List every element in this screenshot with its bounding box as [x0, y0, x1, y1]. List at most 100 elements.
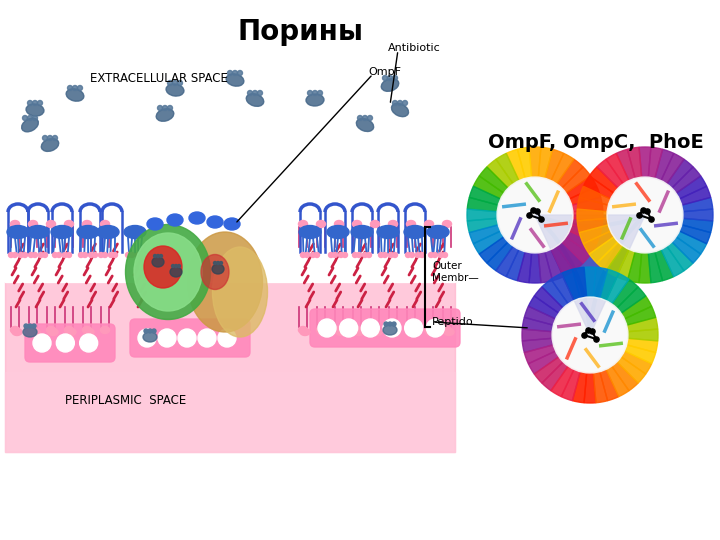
- Wedge shape: [542, 362, 568, 391]
- Wedge shape: [680, 186, 711, 205]
- Ellipse shape: [27, 226, 49, 239]
- Wedge shape: [683, 209, 713, 221]
- Text: EXTRACELLULAR SPACE: EXTRACELLULAR SPACE: [90, 72, 228, 85]
- Wedge shape: [518, 147, 531, 178]
- Wedge shape: [616, 150, 635, 180]
- Ellipse shape: [65, 327, 73, 334]
- Ellipse shape: [371, 220, 379, 227]
- Ellipse shape: [124, 226, 146, 239]
- Ellipse shape: [153, 254, 156, 258]
- Wedge shape: [682, 198, 713, 212]
- Ellipse shape: [77, 226, 99, 239]
- Wedge shape: [661, 246, 684, 276]
- Wedge shape: [648, 147, 662, 178]
- Ellipse shape: [134, 233, 202, 311]
- Wedge shape: [628, 329, 658, 341]
- Circle shape: [340, 319, 358, 337]
- Ellipse shape: [405, 253, 410, 258]
- Ellipse shape: [338, 253, 343, 258]
- Wedge shape: [584, 267, 596, 297]
- Wedge shape: [572, 267, 587, 298]
- Ellipse shape: [318, 91, 323, 96]
- Wedge shape: [573, 209, 603, 221]
- Wedge shape: [534, 357, 563, 383]
- Ellipse shape: [224, 218, 240, 230]
- Wedge shape: [606, 246, 629, 276]
- Ellipse shape: [160, 254, 163, 258]
- Ellipse shape: [392, 103, 408, 117]
- Circle shape: [383, 319, 401, 337]
- Ellipse shape: [42, 136, 48, 140]
- Circle shape: [607, 177, 683, 253]
- Wedge shape: [606, 366, 629, 396]
- Ellipse shape: [12, 253, 17, 258]
- Point: [634, 211, 645, 219]
- Ellipse shape: [32, 253, 37, 258]
- Wedge shape: [528, 351, 559, 374]
- Ellipse shape: [217, 261, 220, 265]
- Ellipse shape: [443, 327, 451, 334]
- Ellipse shape: [63, 253, 68, 258]
- Wedge shape: [583, 176, 614, 199]
- Wedge shape: [496, 246, 519, 276]
- Wedge shape: [487, 159, 513, 188]
- Ellipse shape: [135, 253, 140, 258]
- Ellipse shape: [392, 253, 397, 258]
- Ellipse shape: [102, 253, 107, 258]
- Ellipse shape: [178, 265, 181, 267]
- Ellipse shape: [299, 220, 307, 227]
- Circle shape: [497, 177, 573, 253]
- Wedge shape: [639, 147, 651, 177]
- Ellipse shape: [212, 247, 268, 337]
- Ellipse shape: [51, 226, 73, 239]
- Wedge shape: [597, 159, 624, 188]
- Ellipse shape: [212, 264, 224, 274]
- Ellipse shape: [19, 253, 24, 258]
- Circle shape: [80, 334, 98, 352]
- Ellipse shape: [389, 253, 394, 258]
- Wedge shape: [557, 242, 583, 271]
- Wedge shape: [551, 153, 574, 184]
- Ellipse shape: [42, 253, 48, 258]
- Ellipse shape: [299, 327, 307, 334]
- Ellipse shape: [377, 226, 399, 239]
- Ellipse shape: [53, 253, 58, 258]
- Ellipse shape: [392, 100, 397, 105]
- Ellipse shape: [163, 105, 168, 111]
- Ellipse shape: [356, 118, 374, 131]
- Ellipse shape: [371, 327, 379, 334]
- Wedge shape: [589, 167, 618, 193]
- Text: Outer
Membr—: Outer Membr—: [432, 261, 479, 283]
- Ellipse shape: [27, 116, 32, 120]
- Ellipse shape: [112, 253, 117, 258]
- Ellipse shape: [101, 327, 109, 334]
- Ellipse shape: [171, 265, 174, 267]
- Ellipse shape: [443, 220, 451, 227]
- Ellipse shape: [258, 91, 263, 96]
- Bar: [5, 37, 455, 282]
- Wedge shape: [545, 150, 564, 180]
- Ellipse shape: [315, 253, 320, 258]
- Ellipse shape: [26, 104, 44, 116]
- Ellipse shape: [56, 253, 61, 258]
- Wedge shape: [597, 242, 624, 271]
- Ellipse shape: [335, 220, 343, 227]
- Wedge shape: [487, 242, 513, 271]
- Ellipse shape: [173, 80, 178, 85]
- Bar: [5, 282, 455, 452]
- Wedge shape: [480, 237, 508, 263]
- Wedge shape: [557, 159, 583, 188]
- Ellipse shape: [427, 226, 449, 239]
- Wedge shape: [680, 225, 711, 244]
- Ellipse shape: [7, 226, 29, 239]
- Ellipse shape: [11, 220, 19, 227]
- Wedge shape: [577, 218, 608, 233]
- Ellipse shape: [328, 253, 333, 258]
- Ellipse shape: [24, 324, 28, 328]
- Ellipse shape: [420, 253, 425, 258]
- Wedge shape: [612, 279, 638, 308]
- Wedge shape: [626, 339, 658, 353]
- Wedge shape: [606, 273, 629, 304]
- Ellipse shape: [144, 329, 148, 333]
- Wedge shape: [562, 167, 590, 193]
